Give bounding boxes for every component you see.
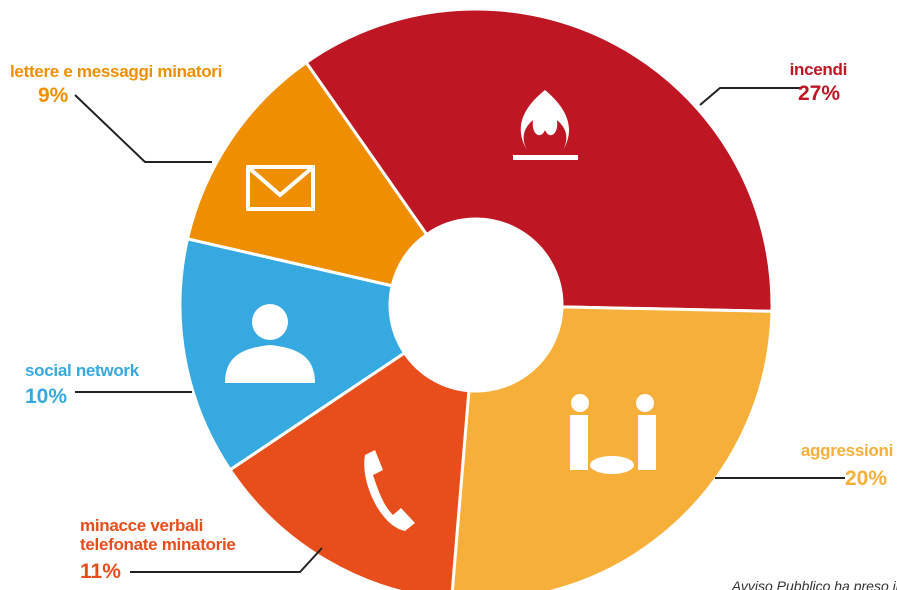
category-label: lettere e messaggi minatori bbox=[10, 62, 223, 81]
value-label: 9% bbox=[38, 84, 69, 107]
value-label: 27% bbox=[798, 82, 841, 105]
fight-head bbox=[636, 394, 654, 412]
leader-line bbox=[130, 547, 323, 573]
leader-line bbox=[699, 87, 800, 106]
slices bbox=[178, 7, 774, 590]
slice bbox=[450, 305, 774, 590]
category-label: incendi bbox=[789, 60, 848, 79]
person-body bbox=[225, 345, 315, 383]
person-head bbox=[252, 304, 288, 340]
source-note: Avviso Pubblico ha preso in cons bbox=[731, 578, 897, 590]
mail-flap bbox=[246, 165, 315, 198]
fight-head bbox=[571, 394, 589, 412]
phone-icon bbox=[364, 450, 415, 531]
slice bbox=[228, 350, 471, 590]
leader-lines bbox=[74, 87, 845, 573]
icons bbox=[225, 90, 656, 531]
fight-body bbox=[638, 415, 656, 470]
leader-line bbox=[74, 94, 212, 163]
mail-icon bbox=[246, 165, 315, 211]
category-label: social network bbox=[25, 361, 139, 380]
fire-base bbox=[513, 155, 578, 160]
slice bbox=[304, 7, 774, 313]
value-label: 10% bbox=[25, 385, 68, 408]
fight-body bbox=[570, 415, 588, 470]
value-label: 20% bbox=[845, 467, 888, 490]
value-label: 11% bbox=[80, 560, 121, 583]
category-label: minacce verbali telefonate minatorie bbox=[80, 516, 236, 554]
fire-icon bbox=[520, 90, 569, 150]
category-label: aggressioni bbox=[800, 441, 893, 460]
fight-victim bbox=[590, 456, 634, 474]
